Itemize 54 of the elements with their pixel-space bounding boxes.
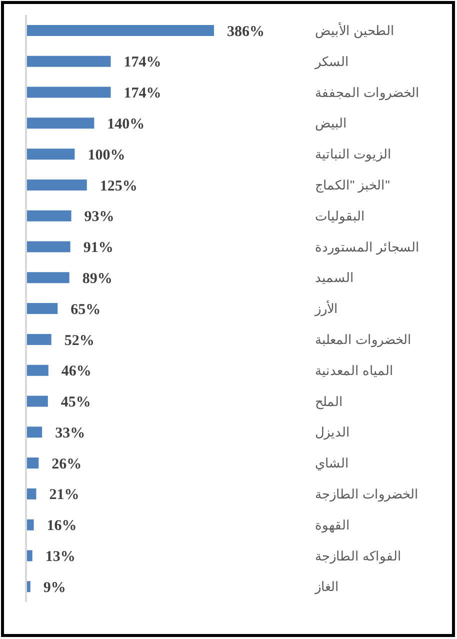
bar [26,396,48,407]
bar [26,118,94,129]
data-label: 125% [100,178,138,194]
data-label: 9% [43,580,66,596]
y-tick-label: السجائر المستوردة [315,239,420,256]
data-label: 174% [124,54,162,71]
data-label: 26% [52,456,82,472]
bar [26,426,42,438]
data-label: 93% [84,209,114,226]
data-label: 33% [55,425,86,442]
data-label: 52% [64,332,94,349]
y-tick-label: الخبز "الكماج" [315,178,390,194]
bar [26,303,58,314]
bar [26,210,72,222]
bar [26,334,52,345]
y-tick-label: الأرز [314,300,338,318]
y-tick-label: الطحين الأبيض [315,22,395,40]
data-label: 65% [70,302,101,318]
bar [26,272,70,284]
y-tick-label: الخضروات المجففة [315,84,420,101]
y-tick-label: الشاي [315,456,349,471]
data-label: 21% [49,487,80,504]
y-tick-label: الفواكه الطازجة [315,548,402,564]
bar [26,179,87,190]
data-label: 100% [88,147,126,164]
y-tick-label: الغاز [314,579,339,596]
bar [26,148,75,160]
y-tick-label: البيض [315,116,347,132]
bar [26,364,48,376]
y-tick-label: السميد [315,270,354,286]
y-tick-label: الخضروات المعلبة [315,332,412,348]
data-label: 174% [124,86,162,102]
y-tick-label: الديزل [315,424,350,441]
data-label: 13% [45,549,76,566]
y-tick-label: الملح [315,394,343,410]
y-tick-label: المياه المعدنية [315,362,394,378]
bar [26,241,70,252]
y-tick-label: القهوة [315,517,350,534]
bar [26,86,111,98]
y-tick-label: السكر [314,54,349,70]
bar [26,519,34,530]
data-label: 46% [61,364,92,380]
y-tick-label: البقوليات [315,208,365,224]
data-label: 386% [227,24,264,40]
y-tick-label: الخضروات الطازجة [315,486,419,502]
data-label: 89% [82,270,112,287]
data-label: 45% [60,394,91,411]
bar [26,56,111,67]
data-label: 16% [46,518,77,534]
bar [26,25,214,36]
y-tick-label: الزيوت النباتية [315,146,392,163]
data-label: 140% [107,116,145,133]
data-label: 91% [83,240,114,256]
bar [26,458,39,469]
